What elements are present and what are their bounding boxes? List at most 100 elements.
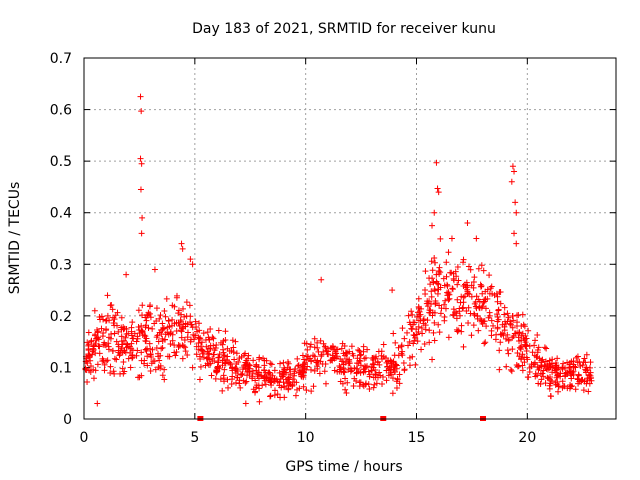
data-point [431,287,438,294]
data-point [523,354,530,361]
data-point [421,340,428,347]
data-point [480,267,487,274]
data-point [138,108,145,115]
data-point [509,346,516,353]
data-point [107,363,114,370]
data-point [101,341,108,348]
data-point [215,327,222,334]
data-point [514,363,521,370]
data-point [503,363,510,370]
data-point [337,356,344,363]
data-point [278,384,285,391]
data-point [539,356,546,363]
data-point [116,352,123,359]
data-point [143,347,150,354]
data-point [542,363,549,370]
data-point [365,368,372,375]
data-point [361,366,368,373]
data-point [509,163,516,170]
data-point [373,380,380,387]
data-point [336,368,343,375]
data-point [374,374,381,381]
data-point [225,359,232,366]
data-point [499,330,506,337]
data-point [205,345,212,352]
data-point [515,334,522,341]
data-point [133,352,140,359]
y-tick-label: 0.1 [50,360,72,376]
data-point [101,361,108,368]
data-point [316,370,323,377]
data-point [200,354,207,361]
x-tick-label: 20 [518,430,536,446]
data-point [280,359,287,366]
data-point [225,384,232,391]
data-point [242,362,249,369]
data-point [142,338,149,345]
data-point [118,326,125,333]
data-point [356,357,363,364]
chart-title: Day 183 of 2021, SRMTID for receiver kun… [192,21,496,37]
data-point [286,366,293,373]
data-point [308,357,315,364]
data-point [488,332,495,339]
data-point [118,314,125,321]
data-point [370,364,377,371]
data-point [373,353,380,360]
data-point [152,366,159,373]
data-point [85,350,92,357]
data-point [151,358,158,365]
data-point [521,359,528,366]
data-point [483,323,490,330]
data-point [221,352,228,359]
data-point [428,293,435,300]
data-point [507,366,514,373]
data-point [479,290,486,297]
data-point [404,329,411,336]
data-point [249,373,256,380]
data-point [110,320,117,327]
data-point [540,367,547,374]
data-point [173,294,180,301]
data-point [433,159,440,166]
data-point [581,355,588,362]
data-point [189,261,196,268]
data-point [229,337,236,344]
data-point [514,319,521,326]
data-point [123,271,130,278]
data-point [220,338,227,345]
data-point [125,330,132,337]
plot-frame [83,57,617,420]
data-point [194,328,201,335]
data-point [392,339,399,346]
data-point [582,367,589,374]
data-point [337,364,344,371]
data-point [532,370,539,377]
data-point [195,334,202,341]
data-point [145,324,152,331]
data-point [389,375,396,382]
data-point [130,335,137,342]
data-point [339,380,346,387]
data-point [111,355,118,362]
data-point [180,324,187,331]
data-point [188,321,195,328]
data-point [584,377,591,384]
data-point [114,322,121,329]
data-point [338,345,345,352]
data-point [422,287,429,294]
data-point [516,329,523,336]
data-point [548,393,555,400]
data-point [570,363,577,370]
data-point [436,329,443,336]
data-point [519,311,526,318]
data-point [88,338,95,345]
data-point [441,282,448,289]
data-point [159,372,166,379]
data-point [441,301,448,308]
data-point [139,329,146,336]
data-point [456,308,463,315]
data-point [178,240,185,247]
data-point [111,330,118,337]
data-point [375,348,382,355]
